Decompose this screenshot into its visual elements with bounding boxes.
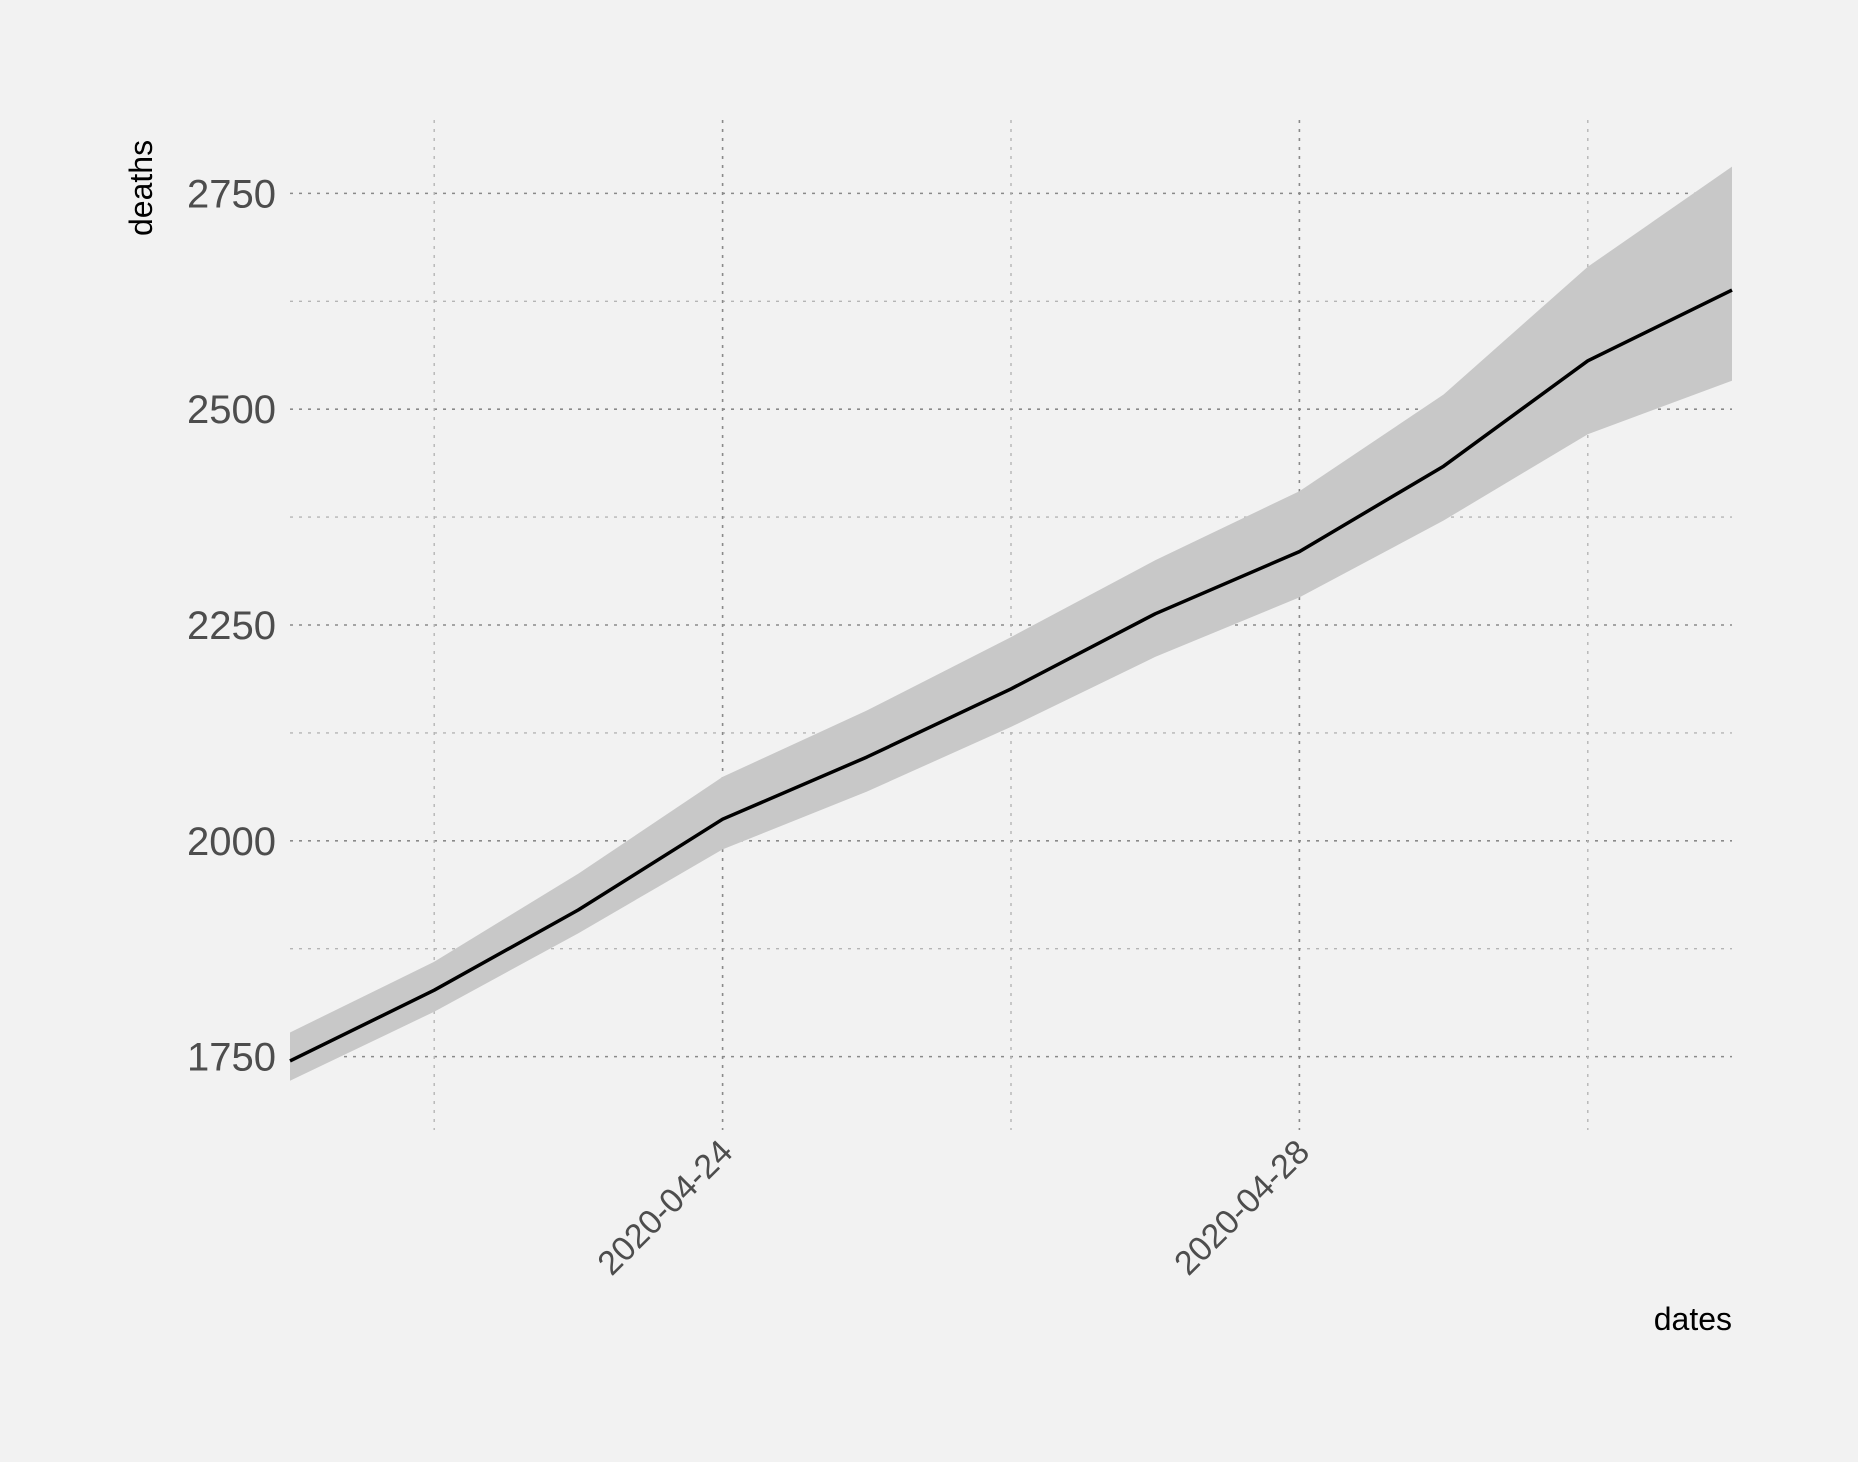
x-tick-label: 2020-04-24: [590, 1133, 740, 1283]
y-tick-label: 2000: [187, 820, 276, 864]
y-tick-label: 2250: [187, 604, 276, 648]
y-tick-label: 2500: [187, 388, 276, 432]
confidence-band: [290, 166, 1732, 1081]
y-tick-label: 1750: [187, 1036, 276, 1080]
grid: [290, 120, 1732, 1130]
y-tick-label: 2750: [187, 172, 276, 216]
y-axis-ticks: 1750 2000 2250 2500 2750: [187, 172, 276, 1079]
series-line: [289, 288, 1733, 1063]
x-tick-label: 2020-04-28: [1167, 1133, 1317, 1283]
x-axis-ticks: 2020-04-24 2020-04-28: [590, 1133, 1317, 1283]
y-axis-title: deaths: [123, 140, 159, 236]
x-axis-title: dates: [1654, 1301, 1732, 1337]
